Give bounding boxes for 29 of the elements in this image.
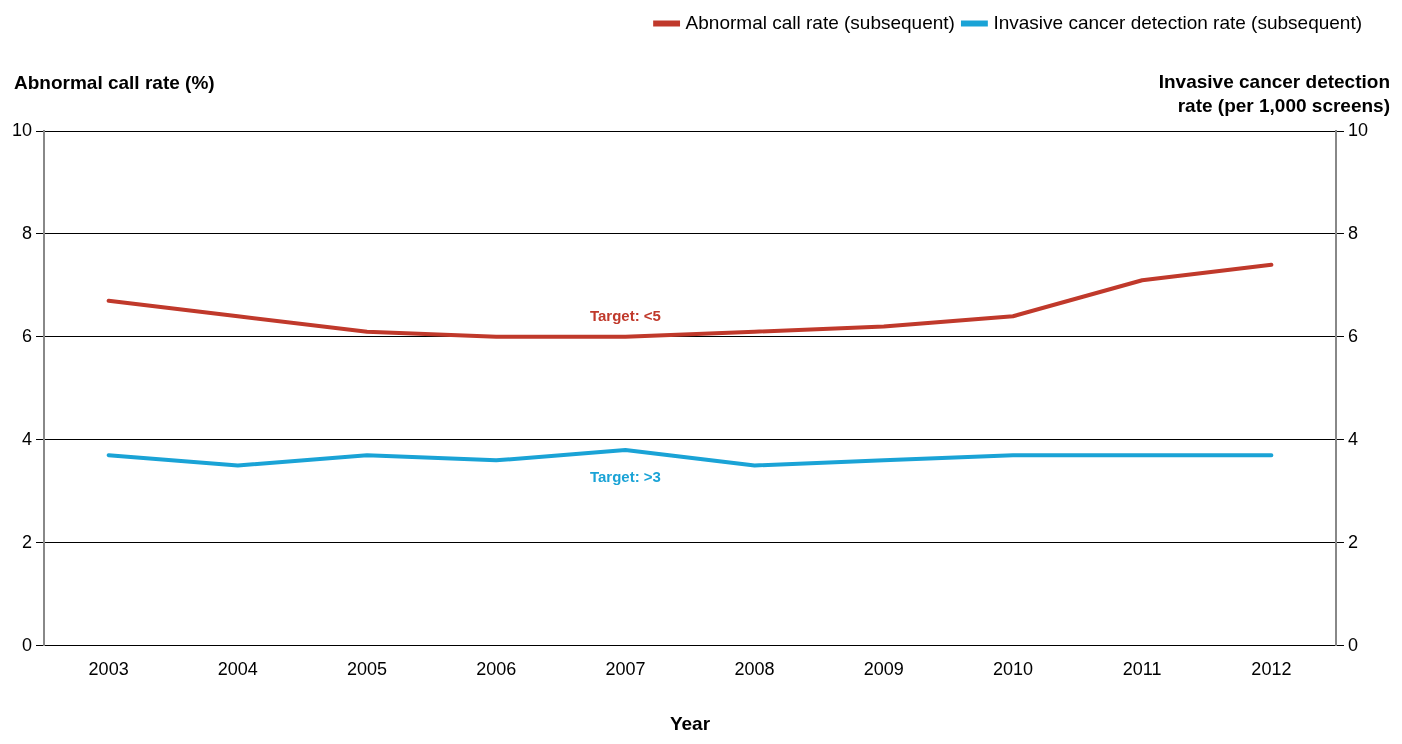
y-tick-label: 0 bbox=[22, 634, 33, 655]
annotation: Target: >3 bbox=[589, 468, 661, 486]
y2-tick-label: 6 bbox=[1347, 325, 1358, 346]
legend-label: Invasive cancer detection rate (subsequent) bbox=[993, 11, 1363, 33]
x-tick-label: 2003 bbox=[88, 659, 129, 680]
x-tick-label: 2006 bbox=[476, 659, 517, 680]
x-tick-label: 2007 bbox=[605, 659, 646, 680]
x-axis-title: Year bbox=[669, 712, 711, 734]
y-tick-label: 10 bbox=[11, 119, 33, 140]
legend-label: Abnormal call rate (subsequent) bbox=[685, 11, 955, 33]
y2-tick-label: 10 bbox=[1347, 119, 1369, 140]
y-axis-title: Abnormal call rate (%) bbox=[14, 72, 215, 94]
y2-tick-label: 4 bbox=[1347, 428, 1358, 449]
annotation: Target: <5 bbox=[589, 306, 661, 324]
y2-tick-label: 0 bbox=[1347, 634, 1358, 655]
y2-tick-label: 8 bbox=[1347, 222, 1358, 243]
y-tick-label: 8 bbox=[22, 222, 33, 243]
x-tick-label: 2010 bbox=[992, 659, 1034, 680]
x-tick-label: 2005 bbox=[346, 659, 388, 680]
y-tick-label: 2 bbox=[22, 531, 33, 552]
x-tick-label: 2011 bbox=[1122, 659, 1162, 680]
y2-tick-label: 2 bbox=[1347, 531, 1358, 552]
x-tick-label: 2009 bbox=[863, 659, 904, 680]
x-tick-label: 2004 bbox=[217, 659, 258, 680]
y-tick-label: 4 bbox=[22, 428, 33, 449]
y-tick-label: 6 bbox=[22, 325, 33, 346]
y2-axis-title: Invasive cancer detection rate (per 1,000 screens) bbox=[1157, 70, 1390, 118]
x-tick-label: 2008 bbox=[734, 659, 775, 680]
x-tick-label: 2012 bbox=[1251, 659, 1292, 680]
